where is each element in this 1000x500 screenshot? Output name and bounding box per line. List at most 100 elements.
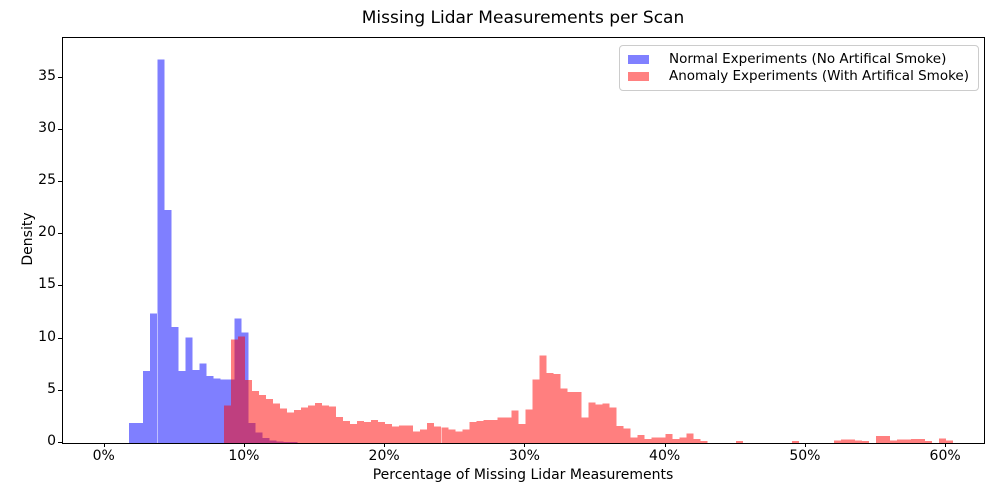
histogram-bar-anomaly	[861, 440, 869, 443]
histogram-bar-normal	[178, 370, 186, 443]
histogram-bar-normal	[199, 363, 207, 443]
histogram-bar-anomaly	[490, 420, 498, 443]
legend-item-anomaly: Anomaly Experiments (With Artifical Smok…	[628, 68, 970, 85]
histogram-bar-anomaly	[630, 437, 638, 443]
histogram-bar-anomaly	[791, 440, 799, 443]
histogram-bar-anomaly	[918, 438, 926, 443]
histogram-bar-anomaly	[525, 409, 533, 443]
histogram-bar-anomaly	[616, 425, 624, 443]
histogram-bar-anomaly	[399, 425, 407, 443]
histogram-bar-anomaly	[644, 438, 652, 443]
histogram-bar-normal	[227, 379, 235, 443]
y-tick-label: 5	[47, 380, 56, 397]
x-tick-label: 0%	[92, 448, 115, 464]
legend-item-normal: Normal Experiments (No Artifical Smoke)	[628, 51, 970, 68]
x-tick-label: 20%	[368, 448, 400, 464]
histogram-bar-anomaly	[223, 405, 231, 443]
histogram-bar-anomaly	[392, 426, 400, 443]
histogram-bar-anomaly	[588, 402, 596, 443]
histogram-bar-anomaly	[385, 424, 393, 443]
histogram-bar-anomaly	[364, 422, 372, 443]
histogram-bar-anomaly	[413, 431, 421, 443]
histogram-bar-anomaly	[427, 423, 435, 443]
histogram-bar-anomaly	[553, 374, 561, 443]
histogram-bar-anomaly	[286, 412, 294, 443]
y-tick-mark	[58, 180, 62, 182]
histogram-bar-normal	[213, 378, 221, 443]
histogram-bar-anomaly	[315, 402, 323, 443]
histogram-bar-anomaly	[567, 391, 575, 443]
histogram-bar-anomaly	[336, 416, 344, 443]
histogram-bar-anomaly	[308, 405, 316, 443]
x-tick-label: 10%	[228, 448, 260, 464]
histogram-bar-anomaly	[258, 394, 266, 443]
histogram-bar-anomaly	[581, 417, 589, 443]
x-tick-mark	[384, 443, 386, 447]
x-tick-mark	[804, 443, 806, 447]
legend-label-anomaly: Anomaly Experiments (With Artifical Smok…	[669, 68, 969, 84]
y-tick-mark	[58, 442, 62, 443]
histogram-bar-anomaly	[265, 399, 273, 443]
histogram-bar-anomaly	[539, 355, 547, 443]
histogram-bar-anomaly	[925, 440, 933, 443]
x-tick-label: 60%	[929, 448, 961, 464]
x-tick-mark	[945, 443, 947, 447]
histogram-bar-anomaly	[441, 427, 449, 443]
y-tick-label: 15	[38, 276, 56, 293]
histogram-bar-anomaly	[876, 436, 884, 443]
y-tick-label: 20	[38, 224, 56, 241]
histogram-bar-anomaly	[350, 424, 358, 443]
histogram-bar-anomaly	[658, 437, 666, 443]
histogram-bar-anomaly	[574, 391, 582, 443]
y-tick-label: 25	[38, 171, 56, 188]
histogram-bar-anomaly	[483, 420, 491, 443]
histogram-bar-normal	[290, 441, 298, 443]
histogram-bar-anomaly	[546, 373, 554, 443]
x-tick-mark	[524, 443, 526, 447]
y-tick-mark	[58, 389, 62, 391]
legend-label-normal: Normal Experiments (No Artifical Smoke)	[669, 51, 947, 67]
histogram-bar-anomaly	[595, 404, 603, 443]
y-tick-mark	[58, 285, 62, 287]
histogram-bar-normal	[206, 376, 214, 443]
histogram-bar-anomaly	[693, 438, 701, 443]
legend-swatch-normal	[628, 55, 649, 64]
histogram-bar-anomaly	[272, 403, 280, 443]
histogram-bar-normal	[157, 59, 165, 443]
histogram-bar-anomaly	[237, 336, 245, 443]
histogram-bar-anomaly	[251, 390, 259, 443]
histogram-bar-anomaly	[406, 425, 414, 443]
histogram-bar-anomaly	[532, 379, 540, 443]
x-axis-label: Percentage of Missing Lidar Measurements	[372, 467, 674, 483]
histogram-bar-anomaly	[847, 439, 855, 443]
histogram-bar-anomaly	[301, 407, 309, 443]
histogram-bar-anomaly	[420, 429, 428, 443]
histogram-bar-anomaly	[833, 440, 841, 443]
histogram-bar-anomaly	[476, 421, 484, 443]
histogram-bar-anomaly	[939, 438, 947, 443]
x-tick-label: 30%	[508, 448, 540, 464]
y-tick-mark	[58, 128, 62, 130]
histogram-bar-anomaly	[672, 438, 680, 443]
histogram-bar-anomaly	[883, 436, 891, 443]
histogram-bar-normal	[185, 337, 193, 443]
histogram-bar-normal	[129, 423, 137, 443]
histogram-bar-anomaly	[469, 422, 477, 443]
y-tick-mark	[58, 233, 62, 235]
y-tick-label: 10	[38, 328, 56, 345]
histogram-bar-normal	[143, 370, 151, 443]
histogram-bar-anomaly	[279, 408, 287, 443]
y-tick-label: 0	[47, 433, 56, 449]
histogram-bar-anomaly	[904, 439, 912, 443]
y-tick-label: 35	[38, 67, 56, 84]
histogram-bar-normal	[192, 369, 200, 443]
histogram-bar-normal	[164, 210, 172, 443]
histogram-bar-anomaly	[455, 431, 463, 443]
histogram-bar-anomaly	[371, 420, 379, 443]
x-tick-mark	[243, 443, 245, 447]
plot-area: Normal Experiments (No Artifical Smoke) …	[62, 37, 985, 444]
histogram-bar-anomaly	[560, 388, 568, 443]
histogram-bar-anomaly	[890, 440, 898, 443]
histogram-bar-anomaly	[511, 410, 519, 443]
